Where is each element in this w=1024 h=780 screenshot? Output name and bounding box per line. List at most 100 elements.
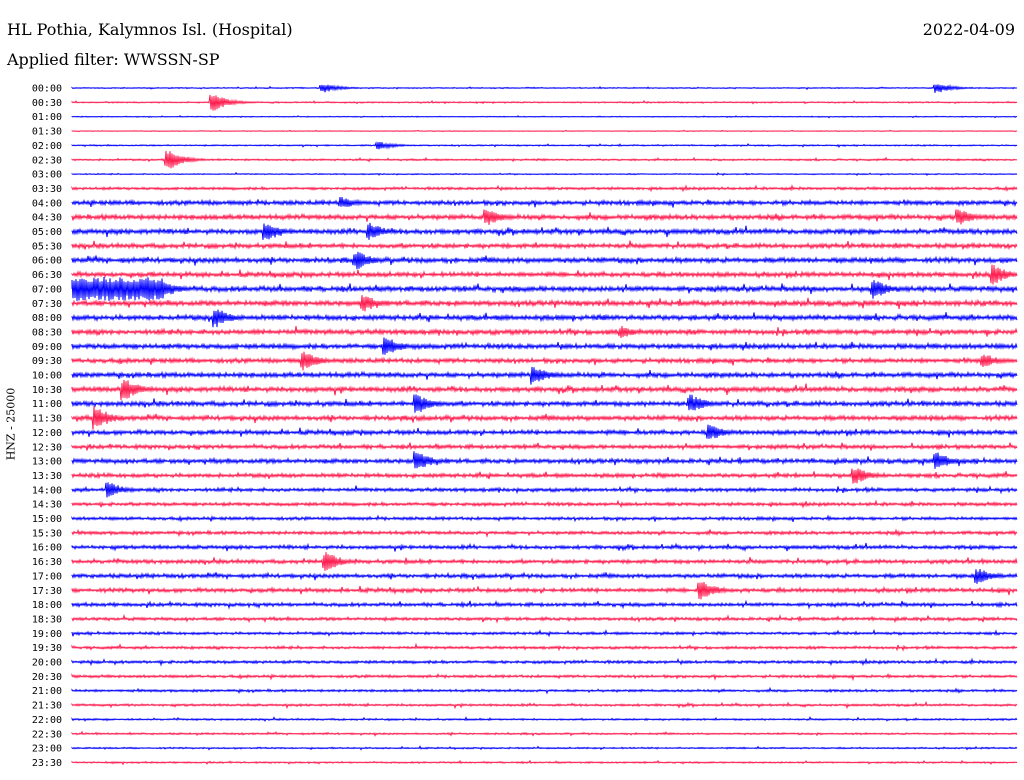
trace-line	[71, 759, 1018, 766]
time-label: 22:30	[32, 729, 62, 740]
trace-line	[71, 499, 1018, 509]
time-label: 14:00	[32, 485, 62, 496]
trace-line	[71, 715, 1018, 722]
time-label: 23:30	[32, 758, 62, 769]
trace-line	[71, 482, 1018, 498]
time-label: 11:30	[32, 414, 62, 425]
trace-line	[71, 379, 1018, 401]
trace-line	[71, 581, 1018, 600]
trace-line	[71, 295, 1018, 312]
trace-line	[71, 406, 1018, 430]
time-label: 04:00	[32, 198, 62, 209]
trace-line	[71, 209, 1018, 225]
time-label: 15:00	[32, 514, 62, 525]
trace-line	[71, 325, 1018, 338]
time-label: 00:30	[32, 98, 62, 109]
time-label: 08:00	[32, 313, 62, 324]
time-label: 18:30	[32, 614, 62, 625]
time-label: 00:00	[32, 84, 62, 95]
trace-line	[71, 251, 1018, 270]
time-label: 10:30	[32, 385, 62, 396]
trace-line	[71, 184, 1018, 193]
time-label: 17:00	[32, 571, 62, 582]
trace-line	[71, 468, 1018, 484]
trace-line	[71, 129, 1018, 133]
time-label: 14:30	[32, 500, 62, 511]
trace-line	[71, 197, 1018, 208]
time-label: 09:00	[32, 342, 62, 353]
trace-line	[71, 309, 1018, 328]
time-label: 19:30	[32, 643, 62, 654]
trace-line	[71, 141, 1018, 150]
time-label: 17:30	[32, 586, 62, 597]
trace-line	[71, 599, 1018, 610]
time-label: 20:30	[32, 672, 62, 683]
time-label: 02:00	[32, 141, 62, 152]
time-label: 11:00	[32, 399, 62, 410]
trace-line	[71, 528, 1018, 538]
time-label: 18:00	[32, 600, 62, 611]
trace-line	[71, 351, 1018, 371]
time-label: 04:30	[32, 213, 62, 224]
time-label: 08:30	[32, 327, 62, 338]
trace-line	[71, 171, 1018, 176]
trace-line	[71, 451, 1018, 469]
time-label: 07:30	[32, 299, 62, 310]
time-label: 12:00	[32, 428, 62, 439]
time-label: 05:30	[32, 241, 62, 252]
trace-line	[71, 700, 1018, 710]
time-label: 21:00	[32, 686, 62, 697]
time-label: 07:00	[32, 284, 62, 295]
trace-line	[71, 613, 1018, 624]
time-label: 19:00	[32, 629, 62, 640]
trace-line	[71, 730, 1018, 737]
trace-line	[71, 84, 1018, 93]
time-label: 06:30	[32, 270, 62, 281]
time-label: 10:00	[32, 371, 62, 382]
time-label: 02:30	[32, 155, 62, 166]
time-label: 13:30	[32, 471, 62, 482]
time-label: 16:30	[32, 557, 62, 568]
time-label: 15:30	[32, 528, 62, 539]
time-label: 09:30	[32, 356, 62, 367]
trace-line	[71, 514, 1018, 523]
trace-line	[71, 276, 1018, 301]
time-label: 01:30	[32, 127, 62, 138]
trace-line	[71, 115, 1018, 119]
trace-line	[71, 366, 1018, 385]
trace-line	[71, 745, 1018, 751]
time-label: 13:00	[32, 457, 62, 468]
time-label: 05:00	[32, 227, 62, 238]
trace-line	[71, 628, 1018, 638]
trace-line	[71, 672, 1018, 682]
time-label: 22:00	[32, 715, 62, 726]
time-label: 03:30	[32, 184, 62, 195]
trace-line	[71, 542, 1018, 553]
trace-line	[71, 394, 1018, 413]
time-label: 20:00	[32, 658, 62, 669]
trace-line	[71, 657, 1018, 667]
trace-line	[71, 264, 1018, 285]
record-date: 2022-04-09	[922, 20, 1015, 39]
time-label: 23:00	[32, 744, 62, 755]
filter-label: Applied filter: WWSSN-SP	[7, 50, 220, 69]
trace-line	[71, 94, 1018, 111]
trace-line	[71, 552, 1018, 571]
time-label: 12:30	[32, 442, 62, 453]
time-label: 03:00	[32, 170, 62, 181]
trace-line	[71, 150, 1018, 169]
trace-line	[71, 686, 1018, 695]
trace-line	[71, 424, 1018, 439]
time-label: 01:00	[32, 112, 62, 123]
trace-line	[71, 240, 1018, 251]
trace-line	[71, 222, 1018, 240]
time-label: 21:30	[32, 701, 62, 712]
time-label: 06:00	[32, 256, 62, 267]
time-label: 16:00	[32, 543, 62, 554]
trace-line	[71, 442, 1018, 451]
trace-line	[71, 569, 1018, 584]
trace-line	[71, 337, 1018, 355]
station-title: HL Pothia, Kalymnos Isl. (Hospital)	[7, 20, 293, 39]
